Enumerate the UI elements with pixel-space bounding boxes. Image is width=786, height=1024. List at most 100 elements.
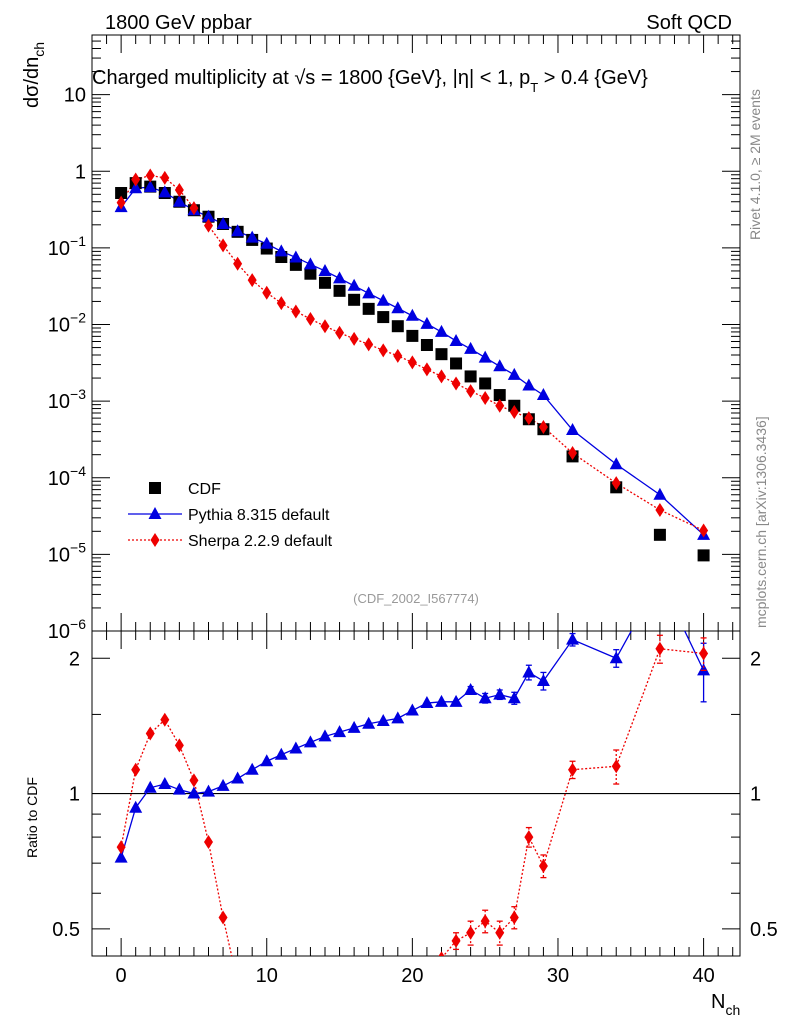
ratio-point-diamond [480, 914, 490, 929]
data-point-diamond [189, 201, 199, 216]
ratio-line-diamond [120, 648, 704, 956]
ratio-point-diamond [655, 641, 665, 656]
ratio-point-diamond [611, 759, 621, 774]
ratio-point-diamond [174, 738, 184, 753]
data-point-square [450, 357, 463, 370]
data-point-diamond [524, 411, 534, 426]
data-point-triangle [464, 341, 478, 354]
ratio-point-diamond [393, 986, 402, 1000]
data-point-triangle [129, 181, 143, 194]
data-point-diamond [145, 168, 155, 183]
ratio-point-diamond [203, 835, 213, 850]
ratio-y-tick-label-right: 0.5 [750, 919, 778, 941]
x-axis-label: Nch [711, 991, 740, 1018]
data-point-diamond [611, 476, 621, 491]
ratio-point-triangle [609, 651, 623, 664]
main-y-tick-label: 10−3 [48, 386, 86, 413]
data-point-triangle [216, 216, 230, 229]
ratio-axes-ticks: 2 2 1 1 0.5 0.5 0 10 20 30 40 [52, 631, 778, 987]
data-point-triangle [478, 350, 492, 363]
ratio-point-triangle [260, 754, 274, 767]
ratio-point-triangle [493, 687, 507, 700]
data-point-diamond [335, 325, 345, 340]
ratio-point-diamond [538, 858, 548, 873]
ratio-point-triangle [347, 720, 361, 733]
ratio-point-triangle [362, 716, 376, 729]
rivet-version-label: Rivet 4.1.0, ≥ 2M events [747, 89, 763, 240]
data-point-triangle [536, 388, 550, 401]
data-point-triangle [158, 185, 172, 198]
data-point-triangle [522, 378, 536, 391]
ratio-y-tick-label-right: 1 [750, 784, 761, 806]
data-point-diamond [305, 311, 315, 326]
data-point-square [391, 320, 404, 333]
x-tick-label: 0 [116, 965, 127, 987]
ratio-clipped-group [114, 631, 711, 1017]
data-point-square [493, 389, 506, 402]
data-point-triangle [653, 487, 667, 500]
ratio-point-triangle [129, 800, 143, 813]
ratio-point-triangle [522, 665, 536, 678]
legend-marker-triangle [148, 507, 162, 519]
ratio-point-triangle [333, 725, 347, 738]
data-point-square [479, 377, 492, 390]
ratio-point-diamond [131, 762, 141, 777]
ratio-point-triangle [201, 784, 215, 797]
ratio-line-triangle [120, 631, 705, 858]
ratio-point-diamond [422, 961, 431, 975]
data-point-triangle [231, 224, 245, 237]
ratio-point-triangle [376, 714, 390, 727]
data-point-triangle [405, 308, 419, 321]
plot-title: Charged multiplicity at √s = 1800 {GeV},… [92, 67, 648, 95]
ratio-point-triangle [303, 735, 317, 748]
data-point-diamond [218, 238, 228, 253]
ratio-point-triangle [187, 786, 201, 799]
data-point-diamond [451, 376, 461, 391]
data-point-square [362, 302, 375, 315]
data-point-square [653, 528, 666, 541]
ratio-point-triangle [434, 694, 448, 707]
ratio-point-diamond [509, 910, 519, 925]
header-left: 1800 GeV ppbar [105, 12, 252, 34]
ratio-point-diamond [466, 925, 476, 940]
data-point-square [377, 311, 390, 324]
ratio-point-triangle [274, 747, 288, 760]
ratio-point-triangle [449, 694, 463, 707]
data-point-triangle [172, 194, 186, 207]
data-point-diamond [568, 446, 578, 461]
ratio-point-diamond [451, 933, 461, 948]
ratio-point-triangle [536, 674, 550, 687]
ratio-data-series [114, 631, 711, 1017]
data-point-diamond [233, 256, 243, 271]
data-point-diamond [291, 304, 301, 319]
mcplots-label: mcplots.cern.ch [arXiv:1306.3436] [753, 416, 769, 628]
data-point-triangle [566, 422, 580, 435]
data-point-triangle [434, 324, 448, 337]
ratio-point-diamond [568, 762, 578, 777]
data-point-diamond [407, 355, 417, 370]
data-point-square [406, 329, 419, 342]
data-point-triangle [201, 209, 215, 222]
ratio-point-triangle [289, 741, 303, 754]
data-point-diamond [393, 348, 403, 363]
data-point-triangle [376, 293, 390, 306]
ratio-y-tick-label: 0.5 [52, 919, 80, 941]
data-point-diamond [378, 343, 388, 358]
ratio-point-diamond [379, 1003, 388, 1017]
data-point-triangle [260, 236, 274, 249]
data-point-square [697, 549, 710, 562]
data-point-triangle [303, 257, 317, 270]
legend-label: Sherpa 2.2.9 default [188, 533, 333, 550]
ratio-y-tick-label: 2 [69, 648, 80, 670]
ratio-point-diamond [233, 975, 242, 989]
data-point-diamond [509, 405, 519, 420]
header-right: Soft QCD [646, 12, 732, 34]
y-axis-label: dσ/dnch [21, 42, 47, 108]
data-point-square [318, 276, 331, 289]
data-point-square [115, 187, 128, 200]
data-point-diamond [174, 182, 184, 197]
ratio-point-triangle [507, 691, 521, 704]
data-point-square [435, 348, 448, 361]
ratio-point-triangle [478, 691, 492, 704]
main-y-tick-label: 10−4 [48, 463, 86, 490]
